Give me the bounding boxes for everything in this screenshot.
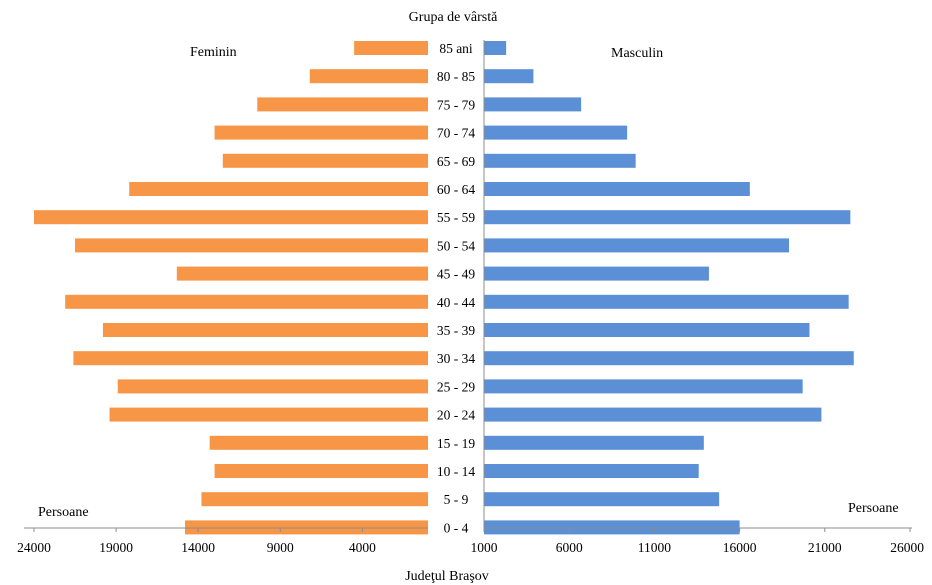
age-group-label: 0 - 4	[444, 520, 469, 535]
age-group-label: 45 - 49	[437, 267, 475, 282]
bar-feminin	[222, 153, 428, 168]
age-group-label: 50 - 54	[437, 238, 475, 253]
left-axis-label: Persoane	[38, 505, 89, 520]
feminin-bars	[34, 41, 429, 535]
age-group-label: 85 ani	[439, 41, 473, 56]
bar-feminin	[75, 238, 429, 253]
left-x-axis: 24000 19000 14000 9000 4000	[17, 527, 428, 555]
bar-feminin	[201, 492, 428, 507]
left-axis-tick-label: 9000	[267, 540, 294, 555]
chart-title: Grupa de vârstă	[409, 10, 498, 25]
feminin-legend-label: Feminin	[190, 45, 237, 60]
bar-masculin	[484, 464, 699, 478]
bar-feminin	[354, 41, 428, 55]
bar-masculin	[484, 125, 628, 140]
bar-masculin	[484, 41, 507, 55]
age-group-label: 80 - 85	[437, 69, 475, 84]
bar-feminin	[309, 69, 428, 84]
age-group-label: 5 - 9	[444, 492, 469, 507]
age-group-label: 65 - 69	[437, 154, 475, 169]
bar-feminin	[129, 182, 428, 196]
masculin-legend-label: Masculin	[611, 46, 663, 61]
bar-feminin	[73, 351, 429, 366]
bar-masculin	[484, 323, 810, 337]
bar-masculin	[484, 407, 822, 422]
age-group-label: 55 - 59	[437, 210, 475, 225]
age-group-label: 25 - 29	[437, 379, 475, 394]
bar-masculin	[484, 294, 849, 309]
age-group-label: 70 - 74	[437, 126, 475, 141]
age-group-label: 75 - 79	[437, 97, 475, 112]
right-axis-tick-label: 6000	[556, 540, 583, 555]
bar-feminin	[214, 464, 428, 478]
bar-masculin	[484, 238, 790, 253]
right-axis-tick-label: 16000	[723, 540, 757, 555]
bar-masculin	[484, 266, 709, 281]
right-axis-tick-label: 1000	[471, 540, 498, 555]
right-x-axis: 1000 6000 11000 16000 21000 26000	[471, 40, 924, 555]
bar-feminin	[109, 407, 429, 422]
age-group-label: 10 - 14	[437, 464, 475, 479]
age-group-label: 60 - 64	[437, 182, 475, 197]
right-axis-tick-label: 21000	[808, 540, 842, 555]
bar-feminin	[102, 323, 428, 337]
left-axis-tick-label: 4000	[349, 540, 376, 555]
bar-masculin	[484, 379, 803, 394]
chart-caption: Judeţul Braşov	[405, 569, 489, 584]
bar-masculin	[484, 69, 534, 84]
right-axis-tick-label: 26000	[890, 540, 924, 555]
age-group-label: 35 - 39	[437, 323, 475, 338]
age-group-label: 20 - 24	[437, 408, 475, 423]
age-group-label: 15 - 19	[437, 436, 475, 451]
age-group-label: 30 - 34	[437, 351, 475, 366]
bar-masculin	[484, 97, 582, 112]
bar-feminin	[214, 125, 428, 140]
left-axis-tick-label: 14000	[181, 540, 215, 555]
age-group-labels: 0 - 4 5 - 9 10 - 14 15 - 19 20 - 24 25 - 29 30…	[437, 41, 475, 535]
bar-masculin	[484, 351, 854, 366]
left-axis-tick-label: 24000	[17, 540, 51, 555]
bar-masculin	[484, 182, 750, 196]
bar-feminin	[176, 266, 428, 281]
age-group-label: 40 - 44	[437, 295, 475, 310]
masculin-bars	[484, 41, 854, 535]
right-axis-label: Persoane	[848, 501, 899, 516]
bar-feminin	[65, 294, 429, 309]
bar-masculin	[484, 210, 851, 225]
bar-masculin	[484, 492, 720, 507]
bar-masculin	[484, 153, 636, 168]
bar-feminin	[34, 210, 428, 225]
right-axis-tick-label: 11000	[638, 540, 671, 555]
bar-feminin	[117, 379, 428, 394]
bar-masculin	[484, 435, 704, 450]
left-axis-tick-label: 19000	[99, 540, 133, 555]
bar-masculin	[484, 520, 740, 535]
bar-feminin	[209, 435, 428, 450]
bar-feminin	[257, 97, 428, 112]
bar-feminin	[185, 520, 428, 535]
